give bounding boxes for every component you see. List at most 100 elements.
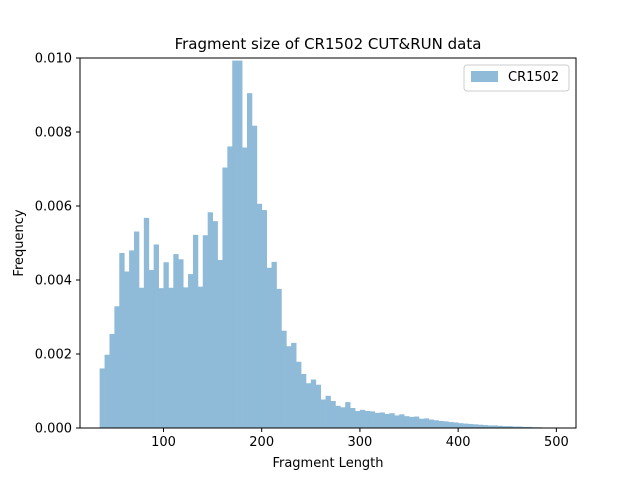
histogram-bar — [134, 231, 140, 428]
histogram-bar — [305, 383, 312, 428]
x-tick-label: 200 — [249, 435, 274, 450]
histogram-bar — [237, 60, 243, 429]
histogram-bar — [143, 217, 150, 428]
histogram-bar — [458, 423, 464, 428]
histogram-bar — [281, 330, 287, 428]
histogram-bar — [291, 342, 297, 428]
histogram-bar — [359, 409, 366, 428]
histogram-bar — [99, 368, 105, 428]
histogram-bar — [497, 425, 503, 428]
histogram-bar — [404, 416, 410, 428]
histogram-bar — [423, 418, 430, 428]
histogram-bar — [286, 346, 292, 428]
histogram-bar — [512, 426, 518, 428]
histogram-bar — [394, 415, 400, 428]
histogram-bar — [217, 260, 223, 428]
histogram-bar — [389, 413, 395, 428]
histogram-bar — [418, 418, 425, 428]
histogram-bar — [472, 424, 479, 428]
histogram-bar — [300, 373, 307, 428]
axes-frame — [79, 57, 577, 429]
histogram-bar — [521, 426, 528, 428]
histogram-bar — [364, 410, 371, 428]
histogram-bar — [335, 405, 341, 428]
x-tick-label: 100 — [151, 435, 176, 450]
histogram-bar — [163, 262, 169, 428]
x-axis-ticks: 100 200 300 400 500 — [151, 428, 569, 450]
histogram-bar — [261, 210, 268, 428]
histogram-bar — [369, 411, 376, 428]
y-tick-label: 0.010 — [35, 52, 72, 67]
histogram-bar — [433, 420, 439, 428]
y-axis-label: Frequency — [12, 209, 27, 276]
legend: CR1502 — [463, 64, 570, 92]
histogram-bar — [443, 421, 449, 428]
histogram-bar — [168, 287, 174, 428]
histogram-bar — [138, 287, 145, 428]
histogram-bar — [222, 167, 228, 428]
x-tick-label: 500 — [544, 435, 569, 450]
histogram-bar — [487, 425, 493, 428]
histogram-bar — [453, 422, 459, 428]
histogram-bar — [256, 203, 263, 428]
histogram-bar — [438, 420, 444, 428]
histogram-bar — [325, 395, 331, 428]
histogram-bar — [178, 259, 184, 428]
legend-label: CR1502 — [508, 70, 559, 85]
histogram-bar — [502, 426, 508, 428]
histogram-bar — [374, 412, 380, 428]
histogram-bar — [129, 250, 135, 428]
histogram-bar — [463, 423, 469, 428]
histogram-bar — [202, 235, 209, 428]
histogram-bar — [340, 407, 346, 428]
histogram-bar — [114, 306, 120, 428]
histogram-bar — [315, 384, 322, 428]
y-axis-ticks: 0.000 0.002 0.004 0.006 0.008 0.010 — [35, 52, 80, 437]
histogram-bar — [296, 361, 302, 428]
histogram-bar — [266, 267, 272, 428]
chart-title: Fragment size of CR1502 CUT&RUN data — [175, 35, 482, 53]
histogram-bar — [227, 146, 233, 428]
histogram-bar — [207, 212, 213, 428]
histogram-bar — [345, 402, 351, 428]
y-tick-label: 0.008 — [35, 126, 72, 141]
histogram-bar — [320, 399, 326, 428]
histogram-bar — [197, 286, 204, 428]
x-axis-label: Fragment Length — [272, 456, 383, 471]
histogram-bar — [428, 419, 434, 428]
histogram-bar — [158, 288, 164, 428]
histogram-bar — [271, 261, 277, 428]
histogram-bar — [517, 426, 523, 428]
histogram-bar — [526, 426, 533, 428]
histogram-bar — [246, 93, 253, 429]
x-tick-label: 300 — [348, 435, 373, 450]
histogram-bar — [467, 423, 474, 428]
histogram-bar — [188, 274, 194, 428]
histogram-bar — [310, 379, 317, 428]
y-tick-label: 0.002 — [35, 348, 72, 363]
histogram-bar — [399, 414, 405, 428]
histogram-bar — [104, 354, 110, 428]
histogram-bar — [507, 426, 513, 428]
histogram-bar — [355, 410, 361, 428]
histogram-bar — [413, 416, 420, 428]
histogram-bar — [119, 252, 125, 428]
histogram-bar — [124, 271, 130, 428]
histogram-bar — [212, 221, 218, 428]
histogram-bar — [448, 422, 454, 428]
y-tick-label: 0.006 — [35, 200, 72, 215]
histogram-bar — [276, 288, 282, 428]
histogram-bar — [350, 408, 356, 428]
histogram-bar — [384, 413, 390, 428]
x-tick-label: 400 — [446, 435, 471, 450]
histogram-bar — [477, 424, 484, 428]
histogram-bar — [379, 412, 385, 428]
histogram-bar — [148, 270, 155, 428]
histogram-bars — [99, 60, 543, 429]
legend-swatch — [471, 71, 498, 82]
histogram-bar — [242, 147, 248, 429]
histogram-bar — [153, 244, 159, 428]
histogram-bar — [251, 125, 258, 429]
y-tick-label: 0.000 — [35, 422, 72, 437]
